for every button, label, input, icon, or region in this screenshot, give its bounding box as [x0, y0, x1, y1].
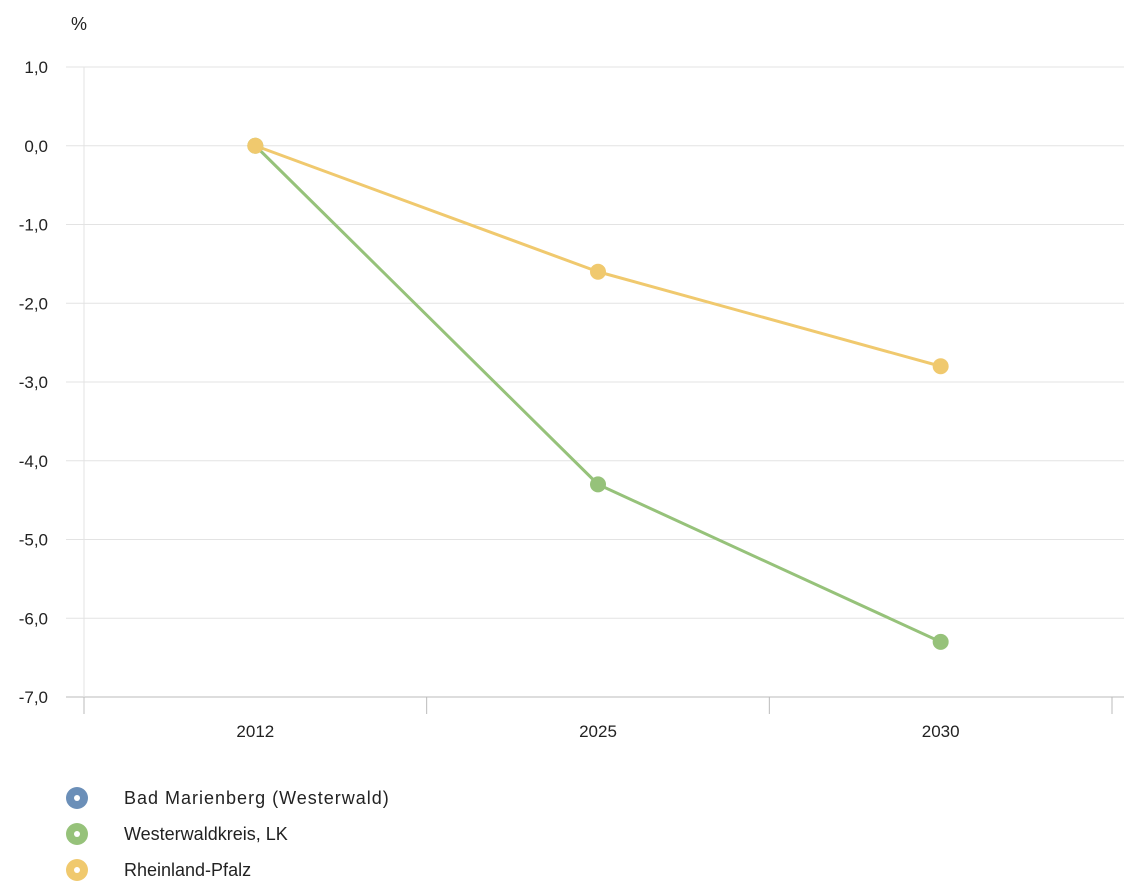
legend-item-westerwaldkreis[interactable]: Westerwaldkreis, LK [66, 816, 966, 852]
gridlines [66, 66, 1124, 619]
legend-label: Westerwaldkreis, LK [124, 823, 288, 844]
data-point [932, 633, 949, 650]
y-tick-label: 1,0 [24, 58, 48, 77]
data-point [590, 263, 606, 280]
legend-item-bad-marienberg[interactable]: Bad Marienberg (Westerwald) [66, 780, 966, 816]
y-tick-label: 0,0 [24, 137, 48, 156]
y-tick-label: -2,0 [19, 294, 48, 313]
y-tick-label: -7,0 [19, 688, 48, 707]
legend-marker-icon [66, 823, 88, 845]
x-tick-label: 2025 [579, 722, 617, 741]
data-point [932, 358, 949, 375]
y-tick-label: -6,0 [19, 609, 48, 628]
legend-label: Rheinland-Pfalz [124, 859, 252, 880]
data-point [247, 137, 264, 154]
series-line [253, 144, 943, 368]
series-lines [253, 144, 943, 644]
x-tick-label: 2012 [236, 722, 274, 741]
y-axis-unit-label: % [71, 14, 87, 34]
legend-label: Bad Marienberg (Westerwald) [124, 787, 390, 808]
data-point [590, 476, 606, 493]
data-points [247, 137, 949, 650]
legend-marker-icon [66, 787, 88, 809]
series-line [253, 144, 943, 644]
y-tick-label: -4,0 [19, 452, 48, 471]
legend: Bad Marienberg (Westerwald) Westerwaldkr… [66, 780, 966, 888]
y-tick-label: -5,0 [19, 531, 48, 550]
axes [66, 67, 1124, 714]
y-tick-label: -1,0 [19, 216, 48, 235]
x-tick-label: 2030 [922, 722, 960, 741]
legend-marker-icon [66, 859, 88, 881]
y-tick-label: -3,0 [19, 373, 48, 392]
line-chart: % 1,0 0,0 -1,0 -2,0 -3,0 -4,0 -5,0 -6,0 -7,0 201… [19, 14, 1124, 741]
x-axis-tick-labels: 2012 2025 2030 [236, 722, 959, 741]
legend-item-rheinland-pfalz[interactable]: Rheinland-Pfalz [66, 852, 966, 888]
y-axis-tick-labels: 1,0 0,0 -1,0 -2,0 -3,0 -4,0 -5,0 -6,0 -7,0 [19, 58, 48, 707]
